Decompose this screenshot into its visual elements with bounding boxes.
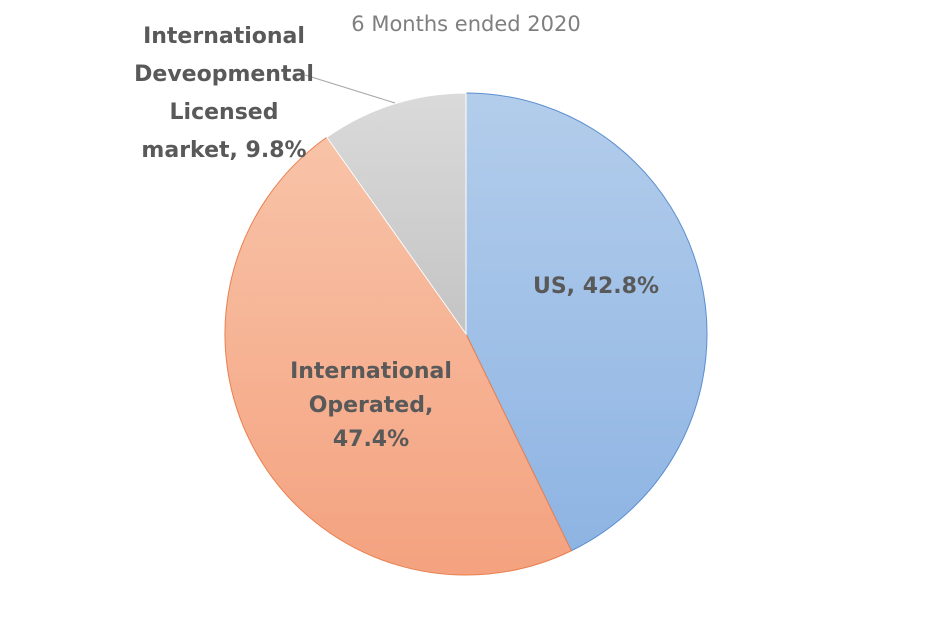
slice-label-intl-operated-line-3: 47.4% — [332, 427, 410, 452]
pie-slices — [224, 92, 708, 576]
chart-title: 6 Months ended 2020 — [351, 12, 581, 36]
slice-label-intl-operated-line-2: Operated, — [308, 393, 434, 418]
slice-label-intl-dev: International Deveopmental Licensed mark… — [120, 18, 328, 170]
slice-label-intl-dev-line-1: International — [143, 24, 305, 49]
slice-label-intl-dev-line-4: market, 9.8% — [141, 138, 307, 163]
slice-label-us: US, 42.8% — [506, 270, 686, 304]
slice-us — [465, 92, 708, 552]
slice-intl-operated — [224, 136, 573, 576]
slice-intl-dev — [326, 92, 467, 336]
slice-label-intl-operated-line-1: International — [290, 359, 452, 384]
leader-line-intl-dev — [304, 74, 396, 104]
slice-label-us-line-1: US, 42.8% — [532, 274, 660, 299]
slice-label-intl-dev-line-3: Licensed — [169, 100, 279, 125]
slice-label-intl-dev-line-2: Deveopmental — [134, 62, 314, 87]
slice-label-intl-operated: International Operated, 47.4% — [271, 355, 471, 457]
